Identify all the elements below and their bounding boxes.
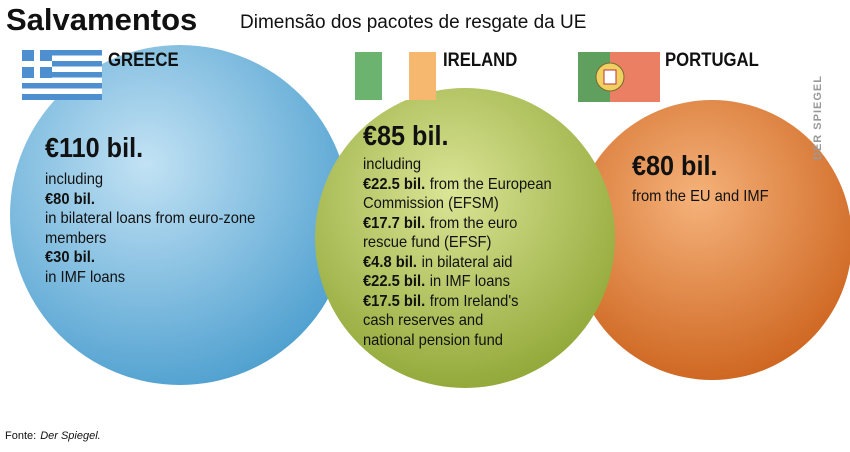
portugal-sphere: [572, 100, 850, 380]
detail-line: €80 bil.: [45, 190, 255, 210]
detail-text: national pension fund: [363, 331, 503, 349]
amount: €80 bil.: [632, 150, 718, 181]
detail-text: in IMF loans: [45, 268, 126, 286]
detail-line: national pension fund: [363, 331, 552, 351]
detail-text: cash reserves and: [363, 312, 484, 329]
detail-line: €17.5 bil. from Ireland's: [363, 292, 552, 312]
detail-text: from the EU and IMF: [632, 188, 769, 205]
detail-line: including: [45, 170, 255, 190]
detail-amount: €17.7 bil.: [363, 214, 426, 232]
detail-line: in bilateral loans from euro-zone: [45, 209, 255, 229]
source: Fonte: Der Spiegel.: [5, 430, 101, 442]
title: Salvamentos: [6, 2, 198, 37]
country-name: GREECE: [108, 50, 179, 71]
detail-line: in IMF loans: [45, 268, 255, 288]
detail-line: from the EU and IMF: [632, 187, 769, 207]
source-label: Fonte:: [5, 430, 37, 442]
detail-line: rescue fund (EFSF): [363, 233, 552, 253]
detail-line: €22.5 bil. in IMF loans: [363, 272, 552, 292]
detail-line: €17.7 bil. from the euro: [363, 214, 552, 234]
amount: €85 bil.: [363, 120, 449, 151]
details: from the EU and IMF: [632, 187, 769, 207]
detail-text: members: [45, 229, 107, 247]
amount: €110 bil.: [45, 132, 144, 163]
detail-text: from Ireland's: [429, 292, 519, 310]
ireland-flag: [355, 52, 436, 100]
country-name: PORTUGAL: [665, 50, 759, 71]
ireland-sphere: [315, 88, 615, 388]
detail-line: €30 bil.: [45, 248, 255, 268]
detail-text: from the European: [429, 175, 552, 193]
detail-line: cash reserves and: [363, 311, 552, 331]
country-name: IRELAND: [443, 50, 518, 71]
detail-amount: €17.5 bil.: [363, 292, 426, 310]
detail-line: Commission (EFSM): [363, 194, 552, 214]
source-text: Der Spiegel.: [40, 430, 101, 442]
detail-text: in IMF loans: [429, 273, 510, 290]
detail-amount: €30 bil.: [45, 249, 95, 266]
detail-text: Commission (EFSM): [363, 195, 499, 212]
detail-text: in bilateral aid: [421, 253, 513, 271]
portugal-flag: [578, 52, 660, 102]
detail-line: €4.8 bil. in bilateral aid: [363, 253, 552, 273]
detail-text: including: [363, 156, 422, 173]
subtitle: Dimensão dos pacotes de resgate da UE: [240, 12, 587, 33]
details: including €80 bil. in bilateral loans from…: [45, 170, 255, 287]
detail-text: rescue fund (EFSF): [363, 234, 492, 251]
detail-text: from the euro: [429, 214, 518, 232]
detail-text: in bilateral loans from euro-zone: [45, 210, 256, 227]
detail-text: including: [45, 171, 104, 188]
detail-line: members: [45, 229, 255, 249]
detail-amount: €4.8 bil.: [363, 253, 418, 271]
detail-amount: €80 bil.: [45, 190, 95, 208]
detail-line: including: [363, 155, 552, 175]
greece-flag: [22, 50, 102, 100]
detail-line: €22.5 bil. from the European: [363, 175, 552, 195]
greece-sphere: [10, 45, 350, 385]
detail-amount: €22.5 bil.: [363, 175, 426, 193]
details: including €22.5 bil. from the European Comm…: [363, 155, 552, 350]
watermark: DER SPIEGEL: [812, 75, 824, 160]
detail-amount: €22.5 bil.: [363, 273, 426, 290]
